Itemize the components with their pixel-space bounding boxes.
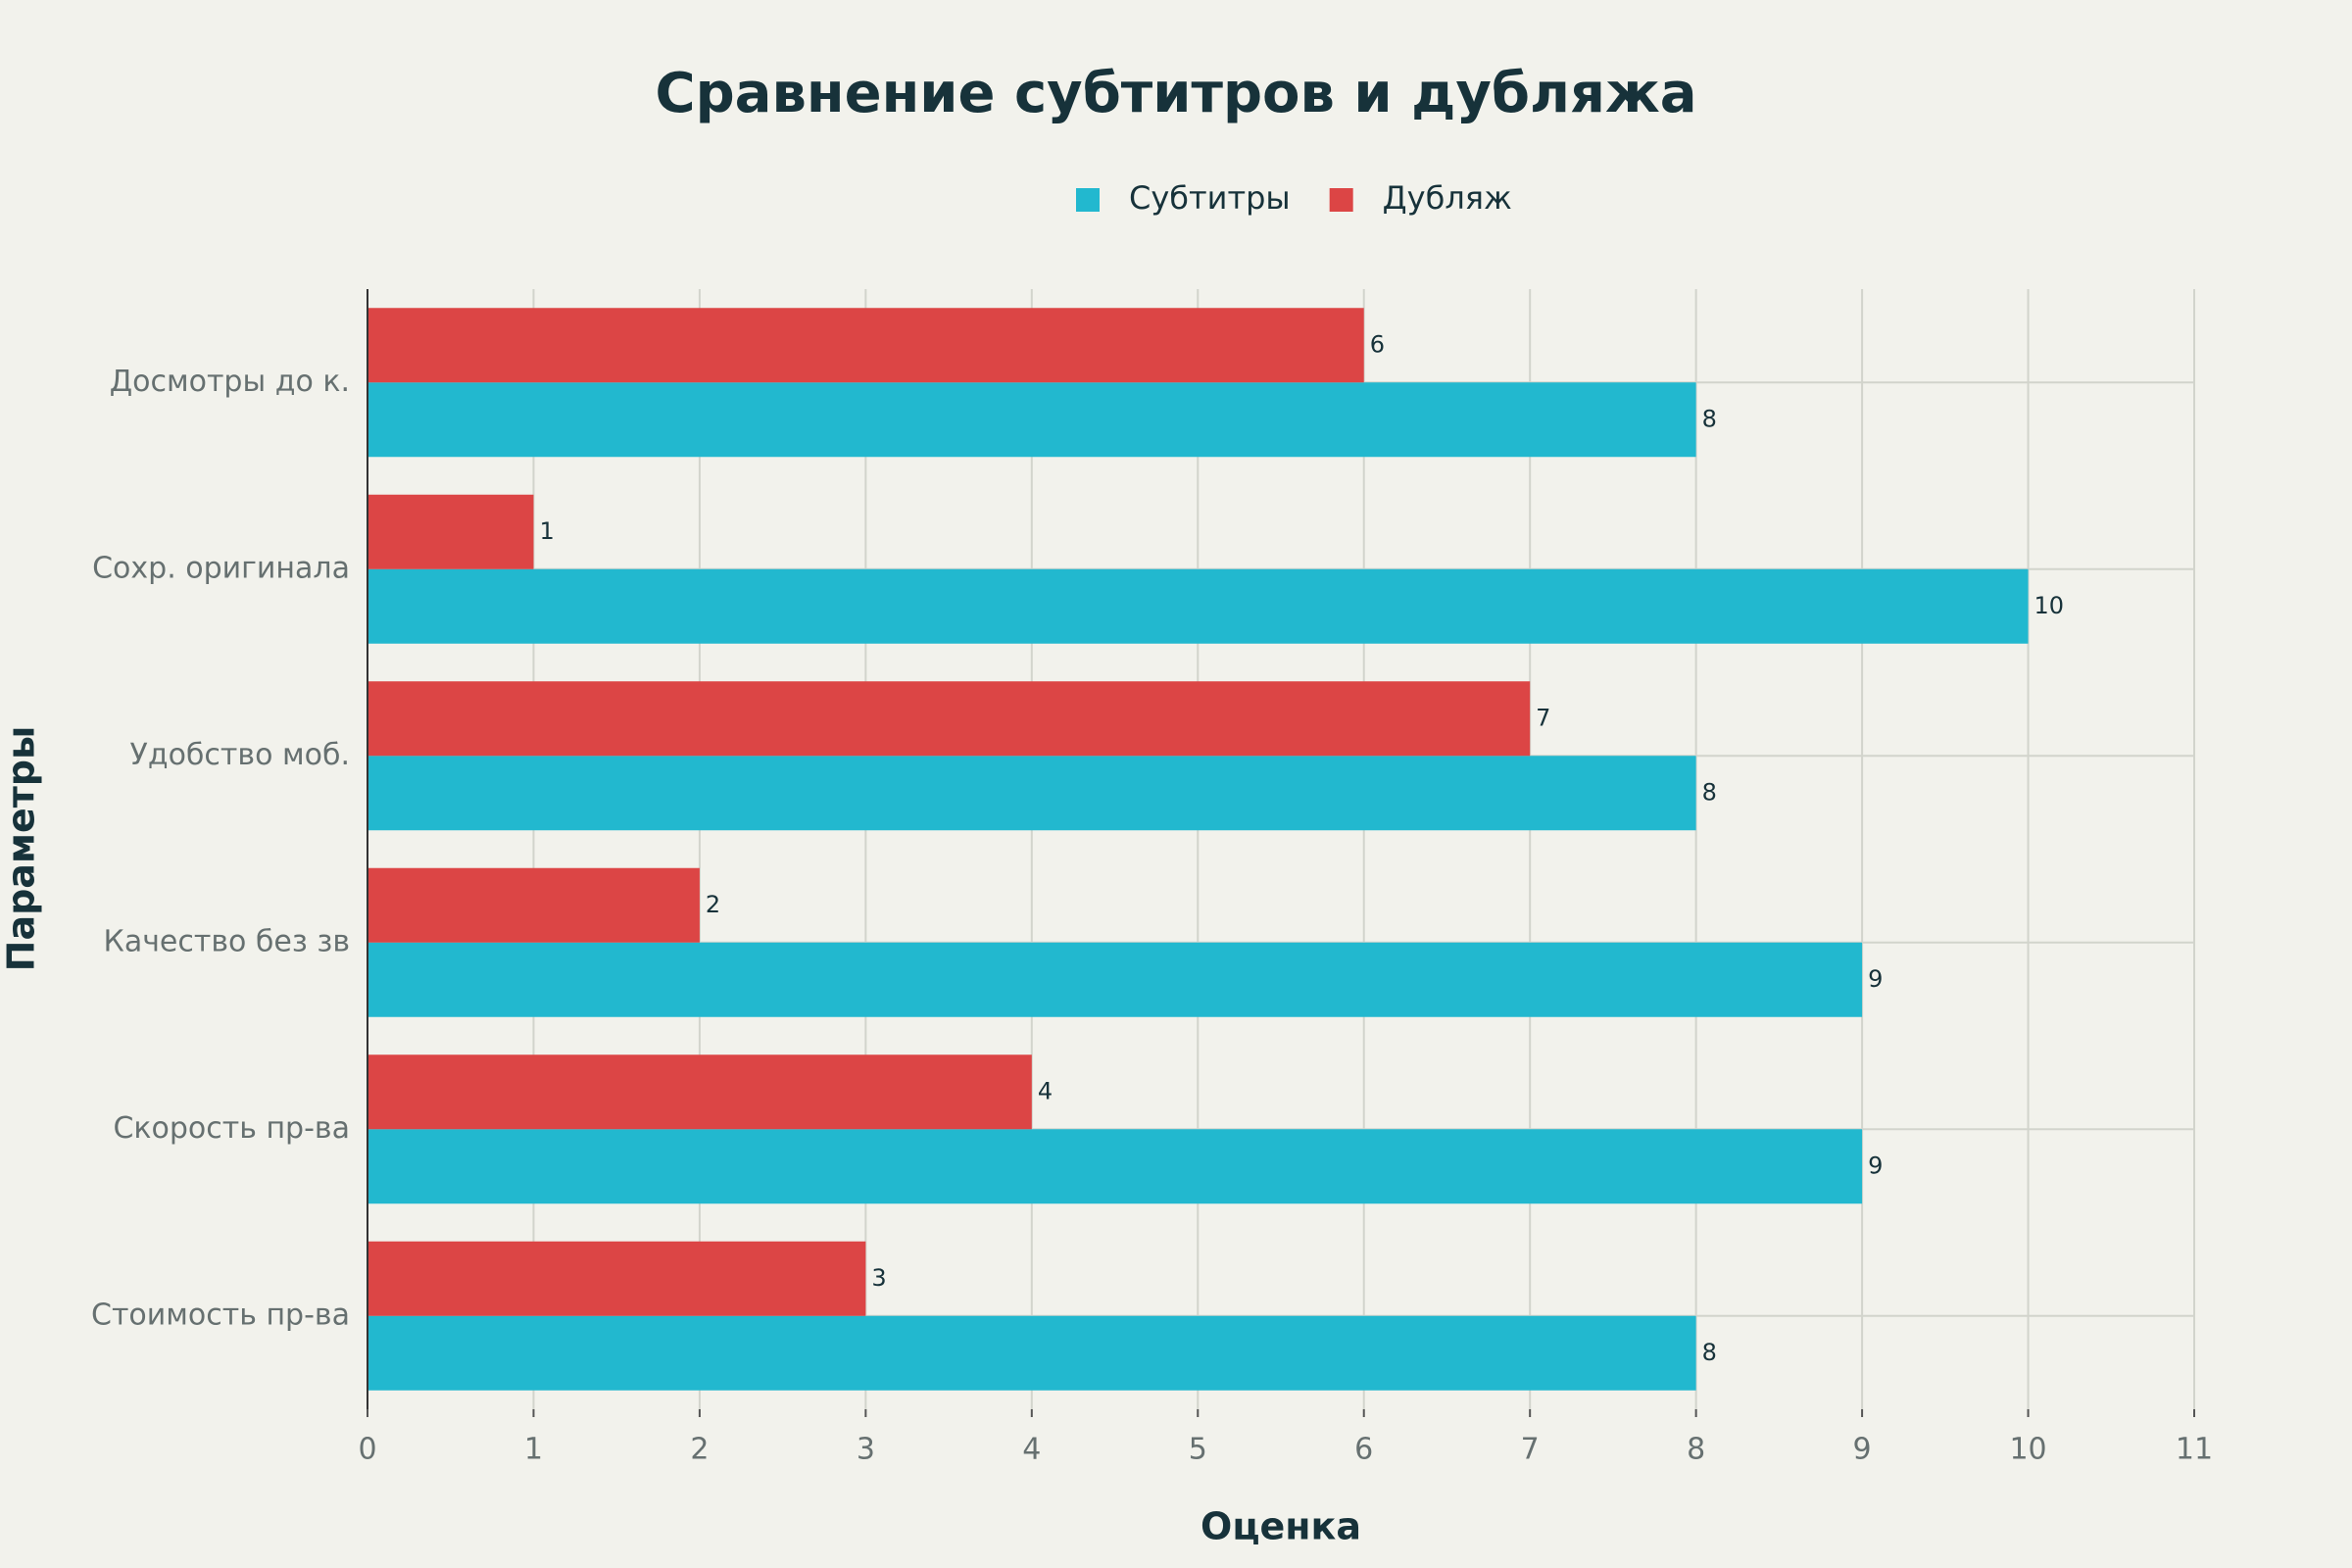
data-label: 3: [871, 1264, 886, 1292]
chart-title: Сравнение субтитров и дубляжа: [656, 62, 1697, 125]
x-tick-label: 11: [2176, 1433, 2213, 1467]
x-tick-label: 6: [1354, 1433, 1373, 1467]
y-tick-label: Скорость пр-ва: [113, 1111, 350, 1146]
x-tick-label: 9: [1853, 1433, 1872, 1467]
legend-swatch: [1076, 188, 1100, 212]
x-tick-label: 8: [1687, 1433, 1705, 1467]
bar: [368, 1054, 1032, 1130]
bar: [368, 308, 1364, 383]
x-tick-label: 3: [857, 1433, 875, 1467]
bar: [368, 382, 1696, 458]
bar: [368, 681, 1531, 757]
data-label: 4: [1038, 1077, 1053, 1104]
x-tick-label: 5: [1189, 1433, 1207, 1467]
y-tick-label: Качество без зв: [104, 924, 350, 958]
legend-swatch: [1329, 188, 1353, 212]
bar: [368, 1129, 1863, 1204]
data-label: 9: [1868, 1152, 1883, 1179]
legend-label: Субтитры: [1129, 179, 1291, 217]
bar: [368, 756, 1696, 831]
x-axis-title: Оценка: [1200, 1505, 1361, 1548]
data-label: 6: [1370, 330, 1385, 358]
x-tick-label: 2: [690, 1433, 709, 1467]
bar: [368, 867, 700, 943]
y-tick-label: Удобство моб.: [130, 738, 350, 772]
y-tick-label: Стоимость пр-ва: [91, 1298, 350, 1332]
bar: [368, 942, 1863, 1017]
bar: [368, 1241, 866, 1316]
data-label: 10: [2034, 592, 2065, 619]
bar: [368, 1315, 1696, 1391]
x-tick-label: 7: [1521, 1433, 1540, 1467]
y-tick-label: Досмотры до к.: [110, 365, 350, 399]
x-tick-label: 4: [1022, 1433, 1041, 1467]
data-label: 2: [706, 891, 720, 918]
x-tick-label: 0: [358, 1433, 376, 1467]
y-tick-label: Сохр. оригинала: [92, 551, 350, 585]
x-tick-label: 1: [524, 1433, 543, 1467]
data-label: 8: [1702, 405, 1717, 432]
data-label: 9: [1868, 965, 1883, 993]
data-label: 8: [1702, 1339, 1717, 1366]
y-axis-title: Параметры: [0, 726, 43, 972]
data-label: 8: [1702, 778, 1717, 806]
legend-label: Дубляж: [1383, 179, 1512, 217]
data-label: 7: [1536, 704, 1550, 731]
bar: [368, 494, 534, 569]
bar: [368, 568, 2029, 644]
x-tick-label: 10: [2009, 1433, 2046, 1467]
data-label: 1: [539, 517, 554, 545]
